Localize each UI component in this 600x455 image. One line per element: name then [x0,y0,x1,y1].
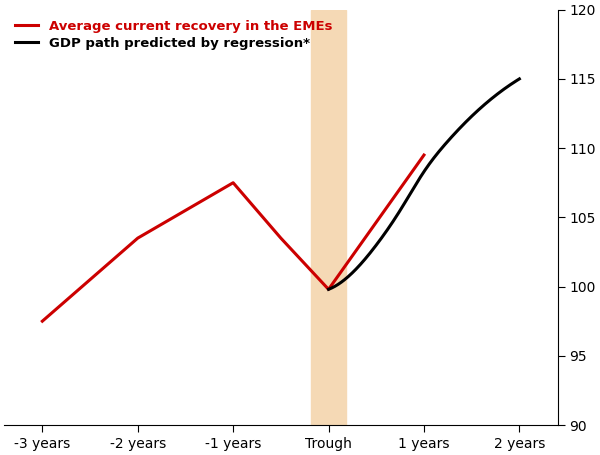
Legend: Average current recovery in the EMEs, GDP path predicted by regression*: Average current recovery in the EMEs, GD… [11,16,337,54]
Bar [311,10,346,425]
